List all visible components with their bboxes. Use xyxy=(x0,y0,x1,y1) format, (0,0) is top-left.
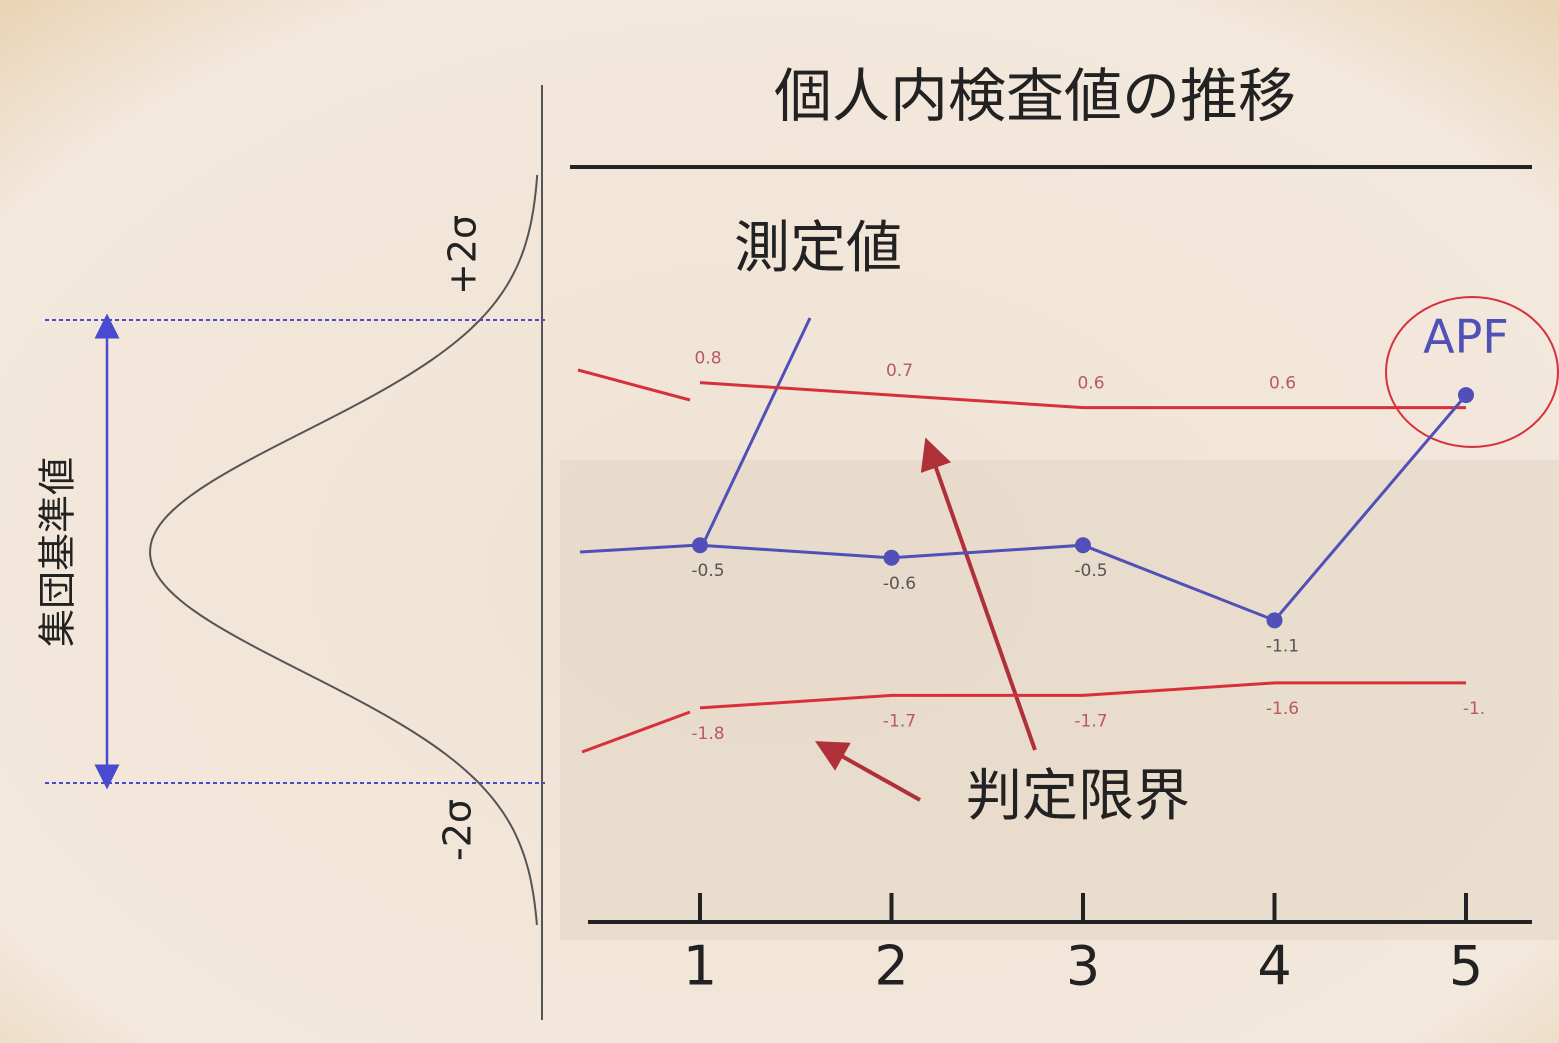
chart-title: 個人内検査値の推移 xyxy=(774,62,1296,130)
value-label: -0.5 xyxy=(1074,561,1107,581)
pointer xyxy=(703,317,812,541)
photo-haze xyxy=(560,460,1559,940)
value-label: -1.8 xyxy=(691,724,724,744)
x-tick-label: 5 xyxy=(1449,935,1483,998)
annotation: APF xyxy=(1423,310,1509,364)
value-label: -0.6 xyxy=(883,574,916,594)
pointer xyxy=(920,437,1037,751)
value-label: -1.7 xyxy=(883,711,916,731)
normal-curve xyxy=(149,174,539,926)
x-tick-label: 4 xyxy=(1257,935,1291,998)
value-label: -1.1 xyxy=(1266,636,1299,656)
annotation: -2σ xyxy=(436,799,480,861)
value-label: -1.7 xyxy=(1074,711,1107,731)
series-line xyxy=(699,381,1466,410)
value-label: -1. xyxy=(1463,699,1485,719)
point xyxy=(1075,537,1091,554)
x-tick-label: 2 xyxy=(874,935,908,998)
point xyxy=(1458,387,1474,404)
annotation: +2σ xyxy=(441,215,485,295)
point xyxy=(692,537,708,554)
value-label: 0.7 xyxy=(886,361,913,381)
line-stub xyxy=(579,543,701,554)
highlight xyxy=(1385,296,1559,448)
annotation: 集団基準値 xyxy=(36,457,80,647)
point xyxy=(1266,612,1283,629)
value-label: 0.6 xyxy=(1077,374,1104,394)
x-tick-label: 3 xyxy=(1066,935,1100,998)
value-label: 0.8 xyxy=(694,349,721,369)
annotation: 判定限界 xyxy=(966,764,1190,829)
point xyxy=(883,549,900,566)
series-line xyxy=(699,681,1466,710)
value-label: -0.5 xyxy=(691,561,724,581)
pointer xyxy=(815,741,921,802)
value-label: -1.6 xyxy=(1266,699,1299,719)
annotation: 測定値 xyxy=(734,216,902,281)
line-stub xyxy=(577,368,691,402)
x-tick-label: 1 xyxy=(683,935,717,998)
line-stub xyxy=(581,710,691,754)
value-label: 0.6 xyxy=(1269,374,1296,394)
